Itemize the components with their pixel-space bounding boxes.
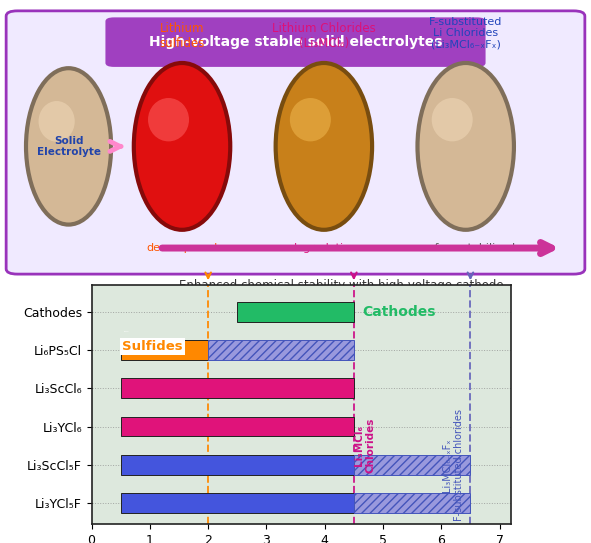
Ellipse shape xyxy=(26,68,111,225)
Text: Enhanced chemical stability with high-voltage cathode: Enhanced chemical stability with high-vo… xyxy=(178,279,503,292)
Text: Li₃MCl₆
Chlorides: Li₃MCl₆ Chlorides xyxy=(353,418,375,473)
FancyBboxPatch shape xyxy=(105,17,486,67)
Text: Lithium
sulfides: Lithium sulfides xyxy=(160,22,204,50)
Ellipse shape xyxy=(148,98,189,141)
Text: Li₃MCl₆₋ₓFₓ
F-substituted chlorides: Li₃MCl₆₋ₓFₓ F-substituted chlorides xyxy=(442,409,464,521)
Bar xyxy=(354,455,470,475)
Bar xyxy=(121,378,354,398)
FancyBboxPatch shape xyxy=(6,11,585,274)
Bar xyxy=(121,493,354,513)
Ellipse shape xyxy=(38,101,74,142)
Text: surface stabilized: surface stabilized xyxy=(417,243,515,253)
Text: Sulfides: Sulfides xyxy=(122,340,183,353)
Ellipse shape xyxy=(275,63,372,230)
Bar xyxy=(208,340,354,360)
Bar xyxy=(121,416,354,437)
Text: F-substituted
Li Chlorides
(Li₃MCl₆₋ₓFₓ): F-substituted Li Chlorides (Li₃MCl₆₋ₓFₓ) xyxy=(429,17,502,50)
Ellipse shape xyxy=(134,63,230,230)
Text: decomposed: decomposed xyxy=(147,243,217,253)
Text: High-voltage stable solid electrolytes: High-voltage stable solid electrolytes xyxy=(149,35,442,49)
Bar xyxy=(238,302,354,322)
Bar xyxy=(121,455,354,475)
Text: degradation: degradation xyxy=(290,243,358,253)
Text: #ff8800: #ff8800 xyxy=(124,331,129,332)
Bar xyxy=(354,493,470,513)
Ellipse shape xyxy=(431,98,473,141)
Ellipse shape xyxy=(290,98,331,141)
Bar xyxy=(121,340,208,360)
Text: Lithium Chlorides
(Li₃MCl₆): Lithium Chlorides (Li₃MCl₆) xyxy=(272,22,376,50)
Text: Cathodes: Cathodes xyxy=(363,305,436,319)
Text: Solid
Electrolyte: Solid Electrolyte xyxy=(37,136,100,157)
Ellipse shape xyxy=(417,63,514,230)
